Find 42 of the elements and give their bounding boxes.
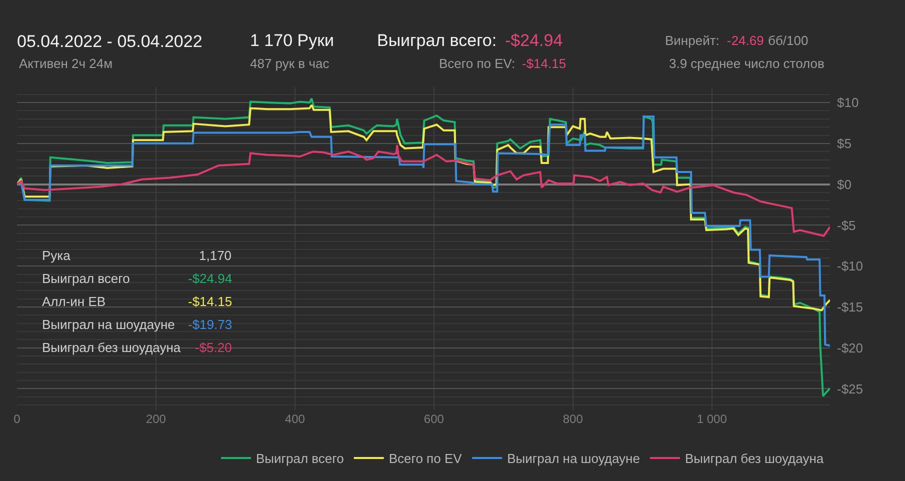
text: Всего по EV:	[439, 56, 516, 71]
chart-title: 05.04.2022 - 05.04.2022	[17, 32, 202, 51]
legend-label: Выиграл на шоудауне	[507, 451, 640, 466]
y-tick-label: $10	[837, 95, 859, 110]
annotation: Выиграл всего	[42, 271, 130, 286]
y-tick-label: $0	[837, 176, 852, 192]
text: -$14.15	[522, 56, 566, 71]
y-tick-label: -$10	[837, 258, 864, 274]
text: бб/100	[768, 33, 808, 48]
legend-label: Выиграл всего	[256, 451, 344, 466]
text: 487 рук в час	[250, 56, 330, 71]
y-tick-label: -$15	[837, 300, 864, 315]
annotation: -$14.15	[188, 294, 232, 309]
y-tick-label: $5	[837, 136, 852, 151]
x-tick-label: 800	[562, 412, 584, 426]
text: Винрейт:	[665, 33, 720, 48]
annotation: Выиграл на шоудауне	[42, 317, 175, 332]
legend-label: Всего по EV	[388, 451, 462, 466]
line-series	[17, 144, 830, 237]
annotation: Выиграл без шоудауна	[42, 340, 182, 355]
line-series	[17, 104, 830, 312]
x-tick-label: 200	[146, 412, 166, 426]
text: -$24.94	[505, 31, 563, 50]
text: 1 170 Руки	[250, 31, 334, 50]
y-tick-label: -$25	[837, 381, 864, 396]
x-tick-label: 600	[424, 412, 444, 426]
annotation: 1,170	[199, 248, 232, 263]
annotation: -$5.20	[195, 340, 232, 355]
legend-label: Выиграл без шоудауна	[684, 451, 824, 466]
annotation: -$19.73	[188, 317, 232, 332]
x-tick-label: 400	[284, 412, 306, 426]
chart-subtitle: Активен 2ч 24м	[19, 56, 113, 71]
annotation: -$24.94	[188, 271, 232, 286]
annotation: Рука	[42, 248, 72, 263]
x-tick-label: 0	[14, 412, 21, 426]
y-tick-label: -$20	[837, 340, 864, 356]
annotation: Алл-ин ЕВ	[42, 294, 106, 309]
text: -24.69	[727, 33, 764, 48]
text: 3.9 среднее число столов	[669, 56, 825, 71]
x-tick-label: 1 000	[696, 412, 728, 426]
y-tick-label: -$5	[837, 218, 856, 233]
text: Выиграл всего:	[377, 31, 497, 50]
